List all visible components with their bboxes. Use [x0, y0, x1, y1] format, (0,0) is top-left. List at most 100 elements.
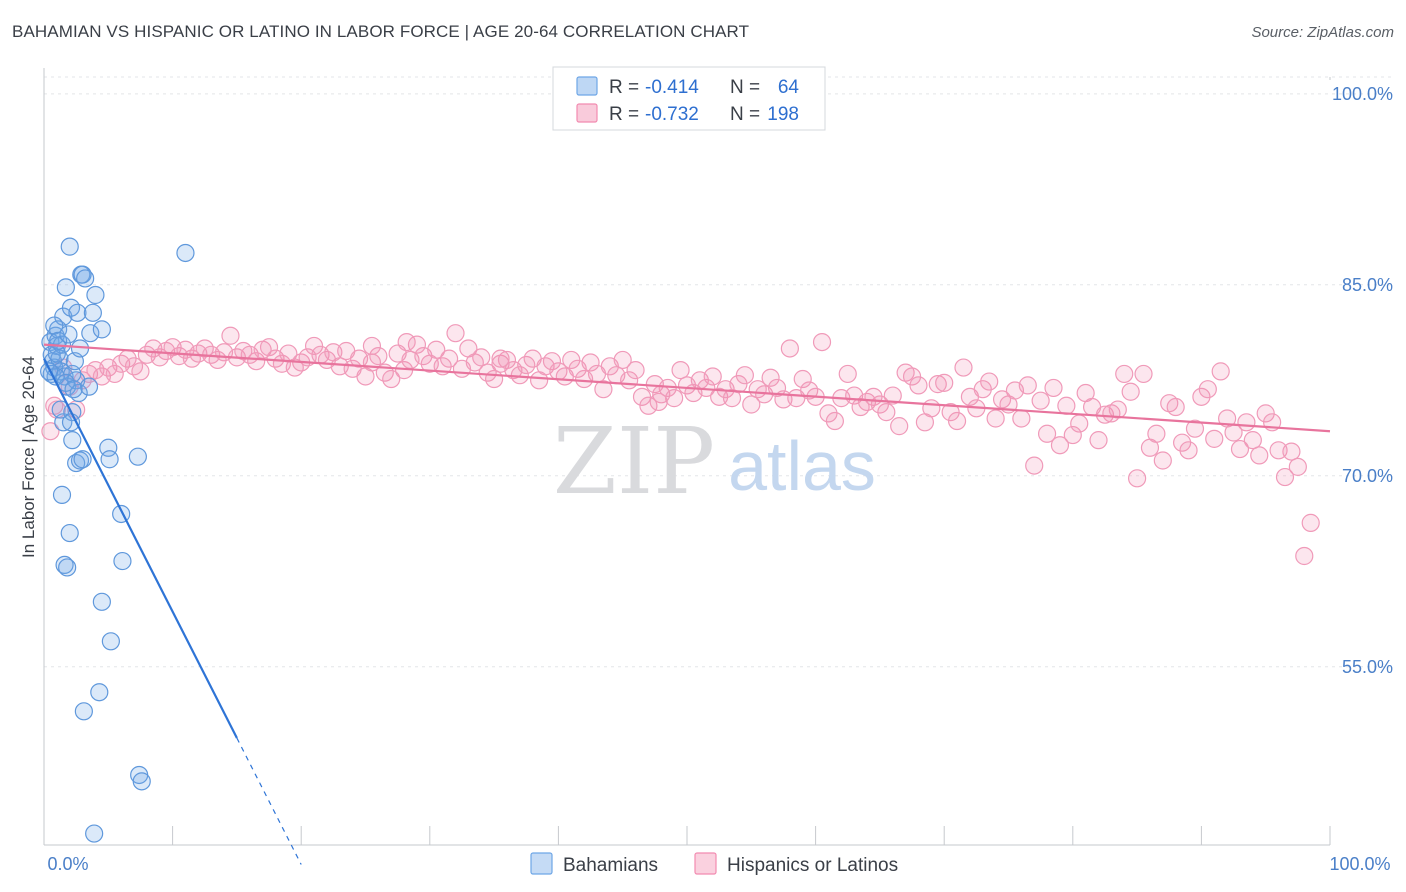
hispanic-point: [1153, 451, 1172, 470]
hispanic-point: [1205, 429, 1224, 448]
y-tick-label: 85.0%: [1342, 275, 1393, 295]
hispanic-point: [1089, 431, 1108, 450]
hispanic-point: [793, 369, 812, 389]
bahamian-point: [176, 243, 195, 263]
hispanic-point: [1179, 441, 1198, 460]
stats-r-label: R =: [609, 77, 639, 98]
axes: [43, 68, 1331, 846]
watermark-atlas: atlas: [728, 427, 876, 505]
hispanic-point: [382, 369, 401, 389]
hispanic-point: [259, 338, 279, 357]
hispanic-point: [973, 380, 992, 399]
bahamian-point: [63, 431, 82, 450]
hispanic-point: [1012, 409, 1031, 428]
chart-title: BAHAMIAN VS HISPANIC OR LATINO IN LABOR …: [12, 22, 750, 41]
hispanic-point: [562, 350, 581, 370]
bahamian-point: [56, 278, 75, 297]
stats-n-label: N =: [730, 77, 760, 98]
watermark-zip: ZIP: [553, 408, 715, 515]
trend-lines: [43, 343, 1331, 865]
hispanic-point: [1237, 413, 1256, 432]
hispanic-trend-line: [43, 343, 1331, 433]
bahamian-point: [92, 592, 111, 611]
bahamian-trend-line: [43, 358, 238, 739]
hispanic-point: [1044, 378, 1063, 398]
hispanic-point: [947, 411, 967, 431]
stats-n-value: 198: [767, 104, 799, 125]
hispanic-point: [710, 387, 729, 406]
hispanic-point: [397, 332, 416, 352]
bahamian-point: [92, 320, 111, 339]
hispanic-point: [649, 392, 668, 412]
hispanic-point: [1115, 364, 1134, 384]
hispanic-point: [986, 409, 1005, 428]
hispanic-point: [1192, 387, 1211, 406]
bahamian-points: [40, 237, 195, 843]
hispanic-point: [1134, 364, 1153, 384]
bahamian-point: [113, 551, 132, 571]
hispanic-point: [1147, 424, 1166, 443]
hispanic-point: [825, 411, 844, 431]
hispanic-point: [304, 336, 324, 356]
hispanic-point: [362, 336, 382, 356]
hispanic-point: [1166, 397, 1185, 417]
hispanic-point: [1269, 441, 1288, 460]
hispanic-point: [890, 417, 909, 436]
bahamian-point: [59, 325, 78, 344]
hispanic-point: [928, 375, 947, 394]
hispanic-point: [1037, 424, 1057, 443]
bahamian-point: [40, 362, 59, 381]
y-axis-label: In Labor Force | Age 20-64: [19, 356, 38, 558]
stats-legend-swatch: [576, 76, 598, 96]
hispanic-point: [1211, 362, 1230, 381]
hispanic-point: [632, 387, 652, 406]
hispanic-point: [497, 350, 517, 370]
hispanic-point: [902, 367, 922, 386]
hispanic-point: [941, 403, 960, 422]
hispanic-point: [1025, 456, 1044, 475]
hispanic-point: [1063, 425, 1082, 445]
hispanic-point: [703, 367, 722, 386]
stats-legend-swatch: [576, 103, 598, 123]
hispanic-point: [922, 399, 941, 418]
stats-r-value: -0.414: [645, 77, 699, 98]
hispanic-point: [1198, 380, 1217, 399]
x-tick-labels: 0.0% 100.0%: [47, 854, 1390, 874]
bahamian-point: [128, 447, 147, 466]
hispanic-point: [1282, 442, 1301, 461]
hispanic-point: [735, 366, 754, 385]
bahamian-point: [60, 237, 79, 256]
hispanic-point: [613, 350, 632, 370]
stats-r-label: R =: [609, 104, 639, 125]
hispanic-point: [581, 353, 600, 372]
bahamian-point: [83, 303, 102, 322]
series-legend-label: Bahamians: [563, 855, 658, 876]
stats-legend-box: [552, 66, 826, 131]
hispanic-point: [877, 403, 896, 422]
hispanic-point: [665, 389, 684, 408]
hispanic-point: [980, 372, 999, 391]
hispanic-point: [1127, 469, 1147, 488]
hispanic-point: [446, 324, 465, 343]
series-legend-label: Hispanics or Latinos: [727, 855, 898, 876]
bahamian-point: [86, 285, 105, 305]
bahamian-point: [64, 380, 83, 399]
hispanic-point: [491, 349, 510, 368]
hispanic-point: [1018, 376, 1037, 395]
series-legend-swatch: [694, 852, 717, 875]
hispanic-point: [542, 352, 562, 371]
hispanic-point: [1256, 404, 1275, 423]
hispanic-point: [1295, 546, 1314, 566]
hispanic-point: [767, 378, 787, 398]
hispanic-point: [1275, 467, 1295, 487]
y-tick-label: 100.0%: [1332, 84, 1393, 104]
hispanic-point: [427, 340, 446, 359]
series-legend-swatch: [530, 852, 553, 875]
stats-n-label: N =: [730, 104, 760, 125]
stats-r-value: -0.732: [645, 104, 699, 125]
hispanic-point: [131, 362, 150, 381]
hispanic-point: [41, 422, 60, 441]
hispanic-point: [812, 332, 832, 352]
hispanic-point: [1121, 382, 1140, 401]
hispanic-point: [221, 326, 240, 345]
